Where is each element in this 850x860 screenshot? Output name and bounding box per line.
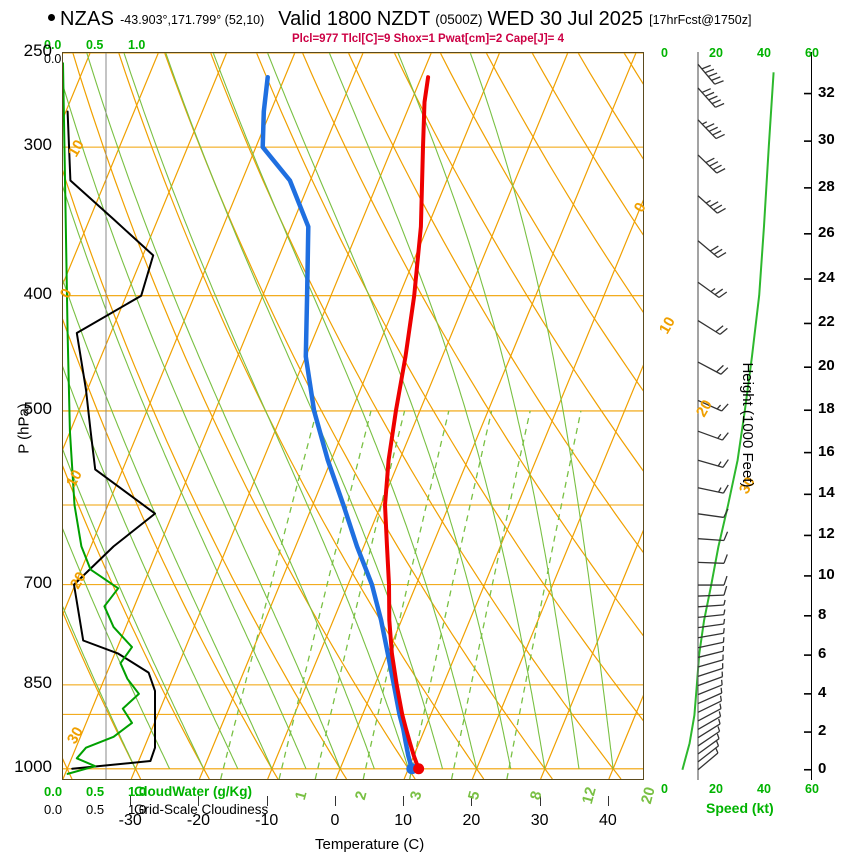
height-tick-4: 4: [818, 683, 827, 701]
pressure-axis-label: P (hPa): [15, 403, 33, 454]
speed-tick-top-20: 20: [709, 46, 723, 60]
temperature-tick-40: 40: [598, 812, 617, 829]
cloudwater-scale-bottom: 0.0 0.5 1.0: [44, 784, 164, 800]
speed-tick-top-0: 0: [661, 46, 668, 60]
temperature-tickmark: [539, 796, 541, 806]
gsscale-tick-2: 1.0: [128, 802, 147, 817]
height-tick-12: 12: [818, 525, 835, 543]
height-tick-6: 6: [818, 645, 827, 663]
cwtop-tick-1: 0.5: [86, 38, 104, 52]
cloudiness-legend-label: Grid-Scale Cloudiness: [134, 802, 269, 817]
mixing-ratio-label-4: 8: [526, 789, 546, 802]
temperature-tick-30: 30: [530, 812, 549, 829]
cwscale-tick-2: 1.0: [128, 784, 147, 799]
cloudwater-scale-top: 0.0 0.5 1.0: [44, 38, 164, 54]
cloudiness-scale-bottom: 0.0 0.5 1.0: [44, 802, 164, 818]
height-tick-0: 0: [818, 759, 827, 777]
mixing-ratio-label-1: 2: [351, 789, 371, 802]
cwtop-tick-2: 1.0: [128, 38, 146, 52]
height-axis-label: Height (1000 Feet): [739, 362, 756, 488]
mixing-ratio-label-3: 5: [464, 789, 484, 802]
pressure-tick-1000: 1000: [14, 756, 52, 776]
temperature-tick-0: 0: [330, 812, 340, 829]
valid-date: WED 30 Jul 2025: [487, 8, 644, 30]
height-tick-32: 32: [818, 83, 835, 101]
header: NZAS -43.903°,171.799° (52,10) Valid 1800 …: [0, 8, 850, 34]
height-tick-8: 8: [818, 605, 827, 623]
height-tick-14: 14: [818, 484, 835, 502]
forecast-hour: [17hrFcst@1750z]: [649, 12, 752, 27]
sounding-parameters: Plcl=977 Tlcl[C]=9 Shox=1 Pwat[cm]=2 Cap…: [292, 33, 564, 45]
dry-adiabat-label-6: 10: [655, 314, 679, 337]
wind-profile-panel: [644, 52, 812, 780]
height-tick-2: 2: [818, 722, 827, 740]
pressure-tick-250: 250: [23, 41, 52, 60]
temperature-tickmark: [198, 796, 200, 806]
station-id: NZAS: [60, 8, 115, 30]
height-tick-30: 30: [818, 131, 835, 149]
speed-tick-top-40: 40: [757, 46, 771, 60]
temperature-tick--30: -30: [118, 812, 142, 829]
height-tick-16: 16: [818, 442, 835, 460]
cwscale-tick-0: 0.0: [44, 784, 63, 799]
gsscale-tick-0: 0.0: [44, 802, 63, 817]
height-tick-10: 10: [818, 565, 835, 583]
speed-tick-bottom-20: 20: [709, 782, 723, 796]
mixing-ratio-label-5: 12: [578, 785, 600, 806]
station-dot-icon: [48, 14, 55, 21]
cloudwater-legend-label: CloudWater (g/Kg): [134, 784, 252, 799]
station-coordinates: -43.903°,171.799° (52,10): [120, 12, 265, 27]
mixing-ratio-label-6: 20: [637, 785, 659, 806]
temperature-tickmark: [266, 796, 268, 806]
height-tick-22: 22: [818, 313, 835, 331]
temperature-axis-label: Temperature (C): [315, 836, 425, 853]
dry-adiabat-label-7: 20: [692, 397, 716, 420]
speed-tick-bottom-40: 40: [757, 782, 771, 796]
header-title-row: NZAS -43.903°,171.799° (52,10) Valid 1800 …: [48, 8, 751, 31]
height-tick-24: 24: [818, 269, 835, 286]
height-tick-28: 28: [818, 177, 835, 195]
pressure-tick-700: 700: [23, 572, 52, 592]
height-tick-26: 26: [818, 223, 835, 241]
temperature-tick--10: -10: [255, 812, 279, 829]
temperature-tickmark: [403, 796, 405, 806]
valid-time: Valid 1800 NZDT: [278, 8, 431, 30]
pressure-tick-500: 500: [23, 398, 52, 418]
temperature-tickmark: [471, 796, 473, 806]
wind-svg: [681, 52, 812, 780]
speed-tick-top-60: 60: [805, 46, 819, 60]
mixing-ratio-label-0: 1: [291, 789, 311, 802]
speed-axis-label: Speed (kt): [706, 800, 774, 816]
pressure-tick-850: 850: [23, 672, 52, 692]
temperature-tick--20: -20: [186, 812, 211, 829]
gsscale-tick-1: 0.5: [86, 802, 105, 817]
temperature-tickmark: [607, 796, 609, 806]
valid-time-utc: (0500Z): [435, 12, 483, 27]
cwtop-tick-0: 0.0: [44, 38, 62, 52]
height-tick-20: 20: [818, 357, 835, 375]
cwscale-tick-1: 0.5: [86, 784, 105, 799]
temperature-tick-10: 10: [394, 812, 413, 829]
skewt-plot-area[interactable]: [62, 52, 644, 780]
height-tick-18: 18: [818, 400, 835, 418]
pressure-tick-300: 300: [23, 135, 52, 155]
mixing-ratio-label-2: 3: [406, 789, 426, 802]
speed-tick-bottom-0: 0: [661, 782, 668, 796]
speed-tick-bottom-60: 60: [805, 782, 819, 796]
gstop-tick-0: 0.0: [44, 52, 62, 66]
temperature-tickmark: [130, 796, 132, 806]
pressure-tick-400: 400: [23, 283, 52, 303]
temperature-tick-20: 20: [462, 812, 481, 829]
temperature-tickmark: [334, 796, 336, 806]
skewt-svg: [63, 53, 643, 779]
